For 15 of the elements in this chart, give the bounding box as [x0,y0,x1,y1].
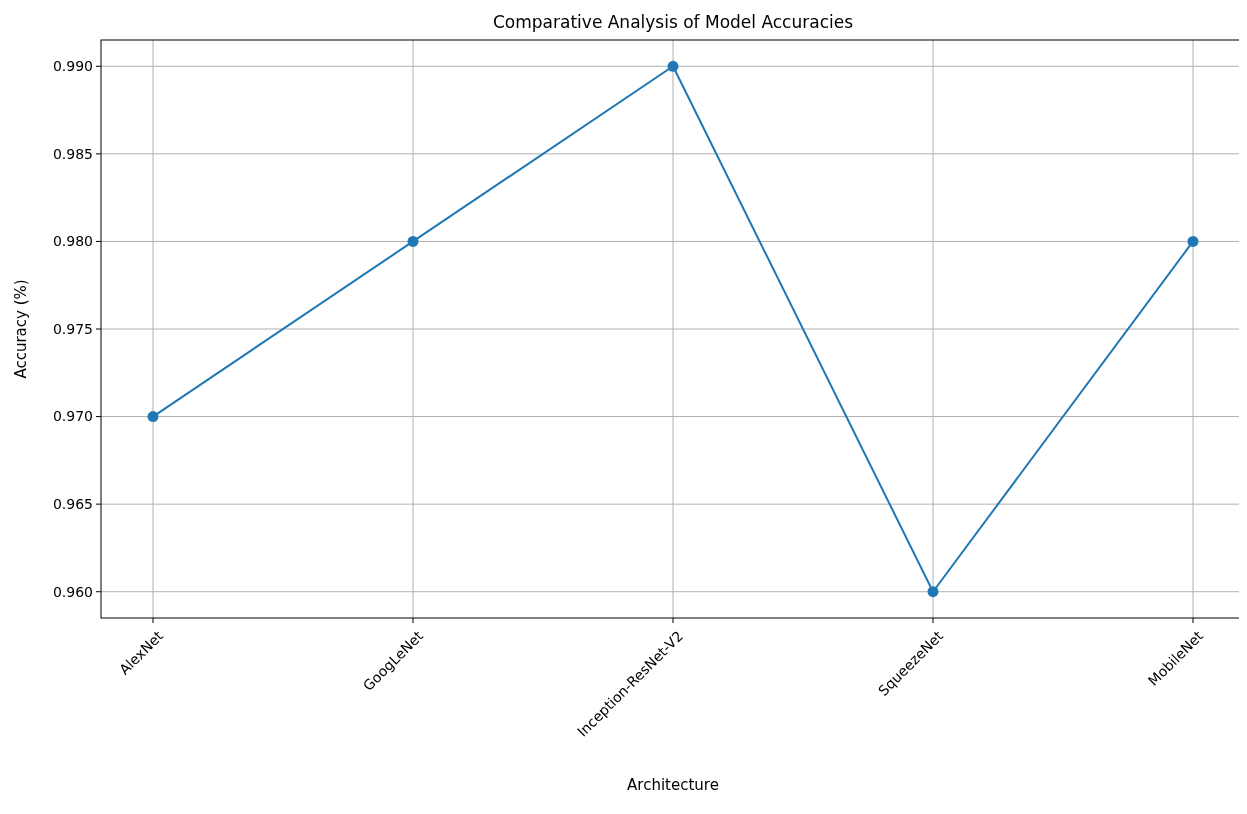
y-tick-label: 0.965 [52,496,93,513]
x-axis-title: Architecture [627,776,719,794]
y-tick-label: 0.975 [52,320,93,337]
chart-title: Comparative Analysis of Model Accuracies [492,12,854,32]
y-tick-label: 0.980 [52,233,93,250]
point [147,411,159,423]
y-tick-label: 0.970 [52,408,93,425]
point [1187,235,1199,247]
y-tick-label: 0.990 [52,58,93,75]
point [667,60,679,72]
point [927,586,939,598]
y-tick-label: 0.960 [52,583,93,600]
y-axis-title: Accuracy (%) [12,279,30,379]
y-tick-label: 0.985 [52,145,93,162]
point [407,235,419,247]
